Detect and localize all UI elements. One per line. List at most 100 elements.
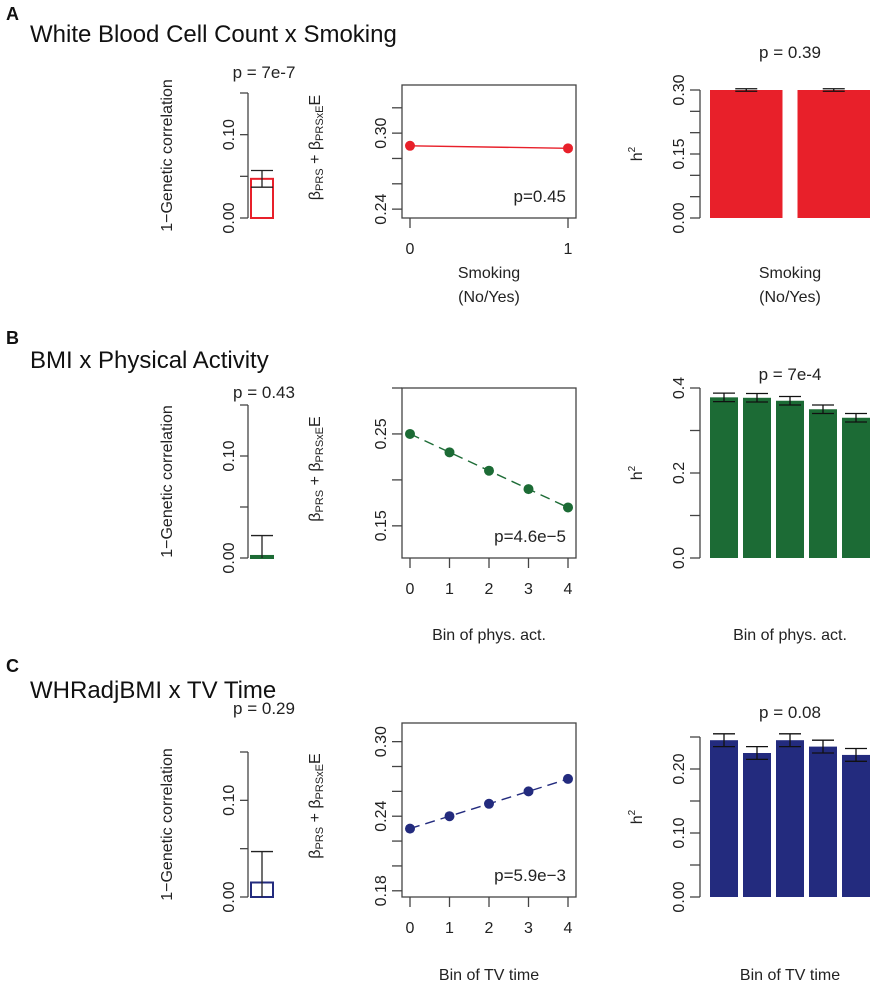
h2-chart: 0.00 0.10 0.20 h2 p = 0.08 Bin of TV time [627,703,870,984]
y-tick-label: 0.2 [671,462,688,484]
y-axis-label: h2 [627,809,646,824]
data-point [563,502,573,513]
y-axis-label: 1−Genetic correlation [159,405,176,558]
data-point [563,773,573,784]
x-tick-label: 3 [524,581,533,598]
x-axis-label: Bin of TV time [740,967,840,984]
bar [797,90,870,218]
bar [710,740,738,897]
y-tick-label: 0.0 [671,547,688,569]
y-tick-label: 0.20 [671,753,688,784]
y-label-part: h [629,815,646,824]
y-label-part: β [307,191,324,200]
x-tick-label: 4 [564,920,573,937]
y-tick-label: 0.4 [671,377,688,399]
bar [809,746,837,897]
panel-letter: C [6,656,19,676]
x-axis-label: Smoking [458,265,520,282]
y-label-part: E [307,95,324,106]
y-tick-label: 0.15 [671,138,688,169]
bar [809,409,837,558]
x-tick-label: 4 [564,581,573,598]
bar [842,754,870,897]
x-tick-label: 3 [524,920,533,937]
y-tick-label: 0.24 [373,801,390,832]
data-point [444,447,455,458]
y-label-superscript: 2 [627,146,638,152]
y-label-subscript: PRS [314,827,326,850]
y-label-subscript: PRSxE [314,764,326,799]
data-point [484,465,494,476]
x-tick-label: 0 [406,241,415,258]
panel-letter: A [6,4,19,24]
y-axis-label: βPRS + βPRSxEE [307,95,326,200]
y-tick-label: 0.30 [373,726,390,757]
y-axis-label: h2 [627,146,646,161]
y-axis-label: 1−Genetic correlation [159,748,176,901]
y-label-part: h [629,152,646,161]
panel-c: C WHRadjBMI x TV Time 0.00 0.10 1−Genetic co… [6,656,870,984]
genetic-correlation-chart: 0.00 0.10 1−Genetic correlation p = 0.29 [159,699,295,913]
y-label-subscript: PRSxE [314,105,326,140]
h2-chart: 0.0 0.2 0.4 h2 p = 7e-4 Bin of phys. act. [627,365,870,644]
data-point [523,786,534,797]
x-tick-label: 0 [406,581,415,598]
y-axis-label: 1−Genetic correlation [159,79,176,232]
y-tick-label: 0.24 [373,193,390,224]
p-value-label: p = 7e-4 [759,365,822,384]
bar [710,90,783,218]
p-value-label: p=5.9e−3 [494,866,566,885]
y-label-subscript: PRSxE [314,427,326,462]
y-tick-label: 0.10 [671,817,688,848]
x-axis-label-2: (No/Yes) [458,289,520,306]
bar [776,400,804,558]
y-label-subscript: PRS [314,490,326,513]
panel-title: White Blood Cell Count x Smoking [30,21,397,48]
plot-frame [401,84,577,219]
x-tick-label: 1 [564,241,573,258]
data-point [405,140,415,151]
y-label-part: + β [307,141,324,168]
x-tick-label: 1 [445,581,454,598]
bar [710,397,738,558]
x-axis-label: Bin of phys. act. [733,627,847,644]
y-tick-label: 0.10 [221,785,238,816]
bar [776,740,804,897]
y-label-subscript: PRS [314,168,326,191]
x-axis-label: Bin of TV time [439,967,539,984]
y-tick-label: 0.25 [373,418,390,449]
x-tick-label: 2 [485,920,494,937]
y-label-part: E [307,753,324,764]
data-point [444,811,455,822]
p-value-label: p = 7e-7 [233,63,296,82]
x-tick-label: 0 [406,920,415,937]
bar [842,417,870,558]
bar [743,397,771,558]
x-axis-label: Bin of phys. act. [432,627,546,644]
p-value-label: p = 0.43 [233,383,295,402]
y-axis-label: βPRS + βPRSxEE [307,416,326,521]
x-axis-label: Smoking [759,265,821,282]
y-tick-label: 0.00 [671,202,688,233]
p-value-label: p = 0.29 [233,699,295,718]
x-tick-label: 2 [485,581,494,598]
bar [743,753,771,897]
h2-chart: 0.00 0.15 0.30 h2 p = 0.39 Smoking (No/Yes) [627,43,870,306]
panel-a: A White Blood Cell Count x Smoking 0.00 0.1… [6,4,870,306]
y-tick-label: 0.00 [221,881,238,912]
y-tick-label: 0.18 [373,875,390,906]
y-label-part: E [307,416,324,427]
x-tick-label: 1 [445,920,454,937]
y-label-part: + β [307,462,324,489]
data-point [405,428,415,439]
data-point [523,484,534,495]
genetic-correlation-chart: 0.00 0.10 1−Genetic correlation p = 0.43 [159,383,295,574]
data-point [405,823,415,834]
y-tick-label: 0.10 [221,119,238,150]
y-tick-label: 0.00 [221,202,238,233]
panel-title: BMI x Physical Activity [30,347,269,374]
